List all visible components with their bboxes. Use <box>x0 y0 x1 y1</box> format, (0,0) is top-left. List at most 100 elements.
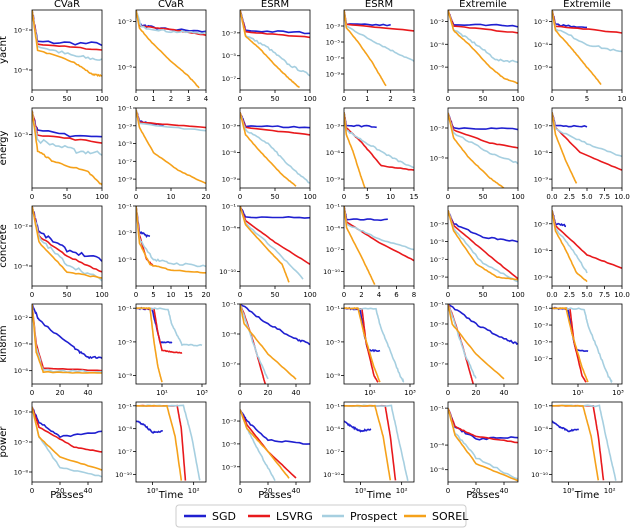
series-line-sgd <box>448 112 518 131</box>
x-tick-label: 10¹ <box>156 389 168 397</box>
series-line-lsvrg <box>344 206 414 262</box>
subplot-grid: CVaR CVaR ESRM ESRM Extremile Extremile yacht e… <box>0 0 630 501</box>
x-tick-label: 10² <box>188 487 200 495</box>
y-tick-label: 10⁻⁶ <box>430 155 445 163</box>
y-tick-label: 10⁻⁶ <box>118 64 133 72</box>
x-tick-label: 20 <box>202 193 211 201</box>
x-tick-label: 4 <box>204 95 209 103</box>
series-line-sorel <box>448 112 505 188</box>
series-line-sgd <box>136 420 163 434</box>
axes-frame <box>135 401 207 483</box>
y-tick-label: 10⁻¹⁰ <box>323 268 340 276</box>
y-tick-label: 10⁻⁵ <box>118 256 133 264</box>
x-tick-label: 0 <box>238 95 242 103</box>
series-line-lsvrg <box>136 109 206 129</box>
y-tick-label: 10⁻⁷ <box>222 361 237 369</box>
y-tick-label: 10⁻³ <box>14 131 29 139</box>
x-tick-label: 20 <box>472 389 481 397</box>
x-tick-label: 50 <box>271 193 280 201</box>
series-line-prospect <box>448 112 518 165</box>
y-tick-label: 10⁻⁶ <box>534 149 549 157</box>
x-tick-label: 5 <box>365 193 369 201</box>
y-tick-label: 10⁻⁹ <box>326 71 341 79</box>
panel-r0-c4: 0 50 100 10⁻² 10⁻⁴ 10⁻⁶ <box>430 9 525 103</box>
x-tick-label: 50 <box>271 95 280 103</box>
series-line-sorel <box>448 10 518 85</box>
series-line-sgd <box>344 206 388 222</box>
series-line-lsvrg <box>240 112 310 136</box>
axes-frame <box>239 401 311 483</box>
x-tick-label: 5.0 <box>581 291 592 299</box>
axes-frame <box>135 303 207 385</box>
y-tick-label: 10⁻³ <box>326 23 341 31</box>
x-tick-label: 10² <box>604 487 616 495</box>
axes-frame <box>447 401 519 483</box>
y-tick-label: 10⁻¹ <box>118 105 133 113</box>
x-axis-label-3: Time <box>366 490 391 501</box>
x-tick-label: 10 <box>386 193 395 201</box>
series-line-sgd <box>240 409 310 445</box>
y-tick-label: 10⁻¹⁰ <box>323 471 340 479</box>
y-tick-label: 10⁻³ <box>430 220 445 228</box>
series-line-sorel <box>448 304 505 380</box>
series-line-sorel <box>552 112 578 184</box>
y-tick-label: 10⁻⁷ <box>118 448 133 456</box>
y-tick-label: 10⁻⁵ <box>14 439 29 447</box>
y-tick-label: 10⁻³ <box>534 322 549 330</box>
x-tick-label: 8 <box>412 291 416 299</box>
panel-r0-c0: 0 50 100 10⁻² 10⁻⁴ <box>14 9 109 103</box>
panel-r3-c2: 0 20 40 10⁻¹ 10⁻⁴ 10⁻⁷ <box>222 301 311 397</box>
panel-r2-c4: 0 50 100 10⁻³ 10⁻⁵ 10⁻⁷ 10⁻⁹ <box>430 205 525 299</box>
panel-r2-c3: 0 2 4 6 8 10⁻¹ 10⁻⁴ 10⁻⁷ 10⁻¹⁰ <box>323 203 416 300</box>
x-tick-label: 10⁰ <box>355 487 367 495</box>
x-tick-label: 3 <box>412 95 416 103</box>
x-tick-label: 10 <box>167 193 176 201</box>
panel-r0-c3: 0 1 2 3 10⁻³ 10⁻⁵ 10⁻⁷ 10⁻⁹ <box>326 9 416 103</box>
row-label-power: power <box>0 426 9 458</box>
series-line-sorel <box>344 112 366 188</box>
series-line-sgd <box>344 112 377 129</box>
y-tick-label: 10⁻⁷ <box>430 256 445 264</box>
series-line-lsvrg <box>32 406 102 453</box>
series-line-lsvrg <box>240 206 310 265</box>
y-tick-label: 10⁻⁵ <box>222 52 237 60</box>
column-title-4: Extremile <box>459 0 507 10</box>
x-tick-label: 20 <box>56 389 65 397</box>
y-tick-label: 10⁻¹⁰ <box>115 471 132 479</box>
y-tick-label: 10⁻⁵ <box>326 39 341 47</box>
y-tick-label: 10⁻¹ <box>534 305 549 313</box>
y-tick-label: 10⁻⁴ <box>14 263 29 271</box>
series-line-prospect <box>136 307 203 347</box>
y-tick-label: 10⁻⁹ <box>430 274 445 282</box>
row-label-kin8nm: kin8nm <box>0 325 9 362</box>
y-tick-label: 10⁻⁵ <box>430 238 445 246</box>
x-axis-label-0: Passes <box>50 490 84 501</box>
x-tick-label: 100 <box>95 193 108 201</box>
x-tick-label: 50 <box>479 193 488 201</box>
x-tick-label: 0 <box>238 487 242 495</box>
series-line-lsvrg <box>344 10 414 32</box>
x-tick-label: 1 <box>365 95 369 103</box>
x-tick-label: 10³ <box>612 389 624 397</box>
axes-frame <box>135 9 207 91</box>
column-title-0: CVaR <box>54 0 80 10</box>
series-line-sorel <box>344 404 392 481</box>
series-line-lsvrg <box>32 206 102 273</box>
series-line-prospect <box>32 304 102 374</box>
y-tick-label: 10⁻² <box>430 18 445 26</box>
y-tick-label: 10⁻¹ <box>326 402 341 410</box>
series-line-sorel <box>240 206 290 283</box>
y-tick-label: 10⁻⁶ <box>534 247 549 255</box>
series-line-sorel <box>136 109 206 185</box>
series-line-prospect <box>448 304 477 379</box>
y-tick-label: 10⁻⁷ <box>222 75 237 83</box>
series-line-sorel <box>240 304 297 380</box>
y-tick-label: 10⁻⁴ <box>222 224 237 232</box>
panel-r2-c5: 0.0 2.5 5.0 7.5 10.0 10⁻³ 10⁻⁶ 10⁻⁹ <box>534 205 630 299</box>
y-tick-label: 10⁻⁷ <box>430 361 445 369</box>
x-tick-label: 100 <box>95 95 108 103</box>
row-label-yacht: yacht <box>0 36 9 64</box>
x-tick-label: 40 <box>500 487 509 495</box>
series-line-lsvrg <box>32 304 102 372</box>
panel-r1-c5: 0.0 2.5 5.0 7.5 10.0 10⁻³ 10⁻⁶ 10⁻⁹ <box>534 107 630 201</box>
